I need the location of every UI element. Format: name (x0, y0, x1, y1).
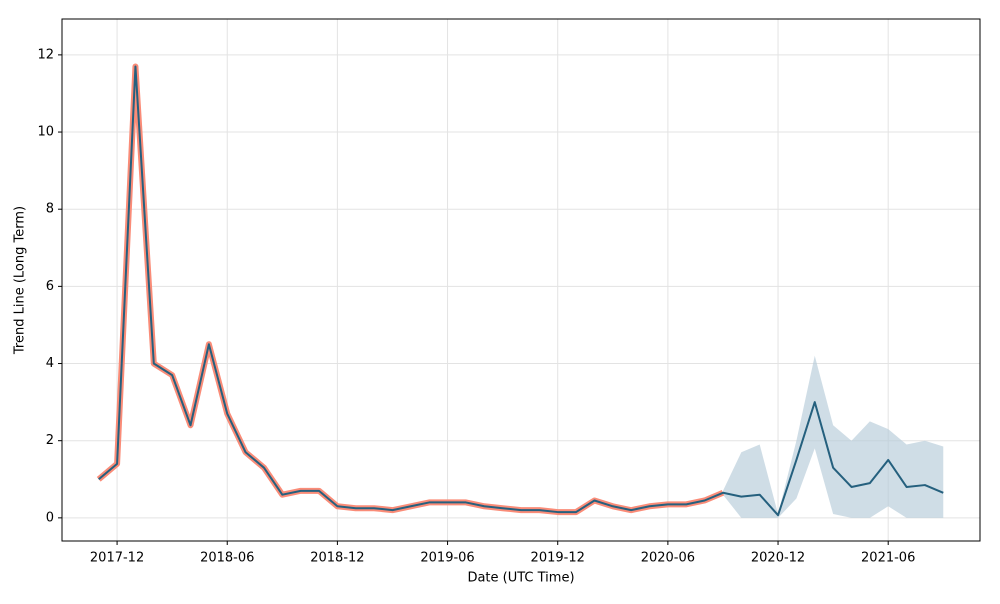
x-axis-label: Date (UTC Time) (467, 571, 574, 586)
y-tick-label: 6 (46, 279, 54, 294)
y-tick-label: 2 (46, 433, 54, 448)
x-tick-label: 2021-06 (861, 551, 915, 566)
x-tick-label: 2018-12 (310, 551, 364, 566)
x-tick-label: 2020-06 (641, 551, 695, 566)
y-tick-label: 0 (46, 510, 54, 525)
series-line (98, 65, 944, 517)
confidence-band (722, 355, 944, 518)
x-tick-label: 2017-12 (90, 551, 144, 566)
y-tick-label: 4 (46, 356, 54, 371)
y-tick-label: 12 (37, 47, 54, 62)
x-tick-label: 2020-12 (751, 551, 805, 566)
y-tick-label: 10 (37, 125, 54, 140)
x-tick-label: 2019-12 (531, 551, 585, 566)
y-axis-label: Trend Line (Long Term) (13, 206, 28, 355)
series-line (96, 63, 725, 516)
plot-frame (61, 18, 981, 542)
x-tick-label: 2019-06 (420, 551, 474, 566)
y-tick-label: 8 (46, 202, 54, 217)
x-tick-label: 2018-06 (200, 551, 254, 566)
